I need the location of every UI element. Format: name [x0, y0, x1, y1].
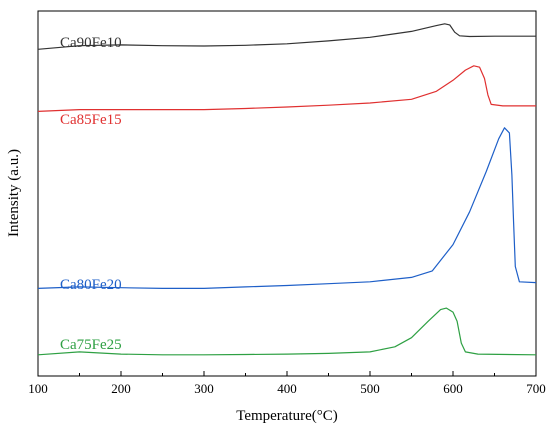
- series-label-ca75fe25: Ca75Fe25: [60, 337, 122, 353]
- x-tick-label: 200: [111, 381, 131, 396]
- series-line-ca80fe20: [37, 127, 537, 289]
- x-tick-label: 600: [443, 381, 463, 396]
- series-label-ca90fe10: Ca90Fe10: [60, 35, 122, 51]
- x-tick-label: 100: [28, 381, 48, 396]
- x-tick-label: 500: [360, 381, 380, 396]
- x-tick-label: 700: [526, 381, 546, 396]
- series-label-ca85fe15: Ca85Fe15: [60, 112, 122, 128]
- series-label-ca80fe20: Ca80Fe20: [60, 277, 122, 293]
- x-axis-title: Temperature(°C): [236, 408, 338, 424]
- series-line-ca75fe25: [37, 307, 537, 356]
- series-lines: [37, 23, 537, 356]
- x-tick-label: 300: [194, 381, 214, 396]
- series-labels: Ca90Fe10 Ca85Fe15 Ca80Fe20 Ca75Fe25: [60, 35, 122, 353]
- x-axis-ticks: 100 200 300 400 500 600 700: [28, 371, 546, 396]
- y-axis-title: Intensity (a.u.): [6, 149, 22, 237]
- x-tick-label: 400: [277, 381, 297, 396]
- series-line-ca90fe10: [37, 23, 536, 50]
- plot-frame: [37, 10, 537, 377]
- series-line-ca85fe15: [37, 65, 536, 112]
